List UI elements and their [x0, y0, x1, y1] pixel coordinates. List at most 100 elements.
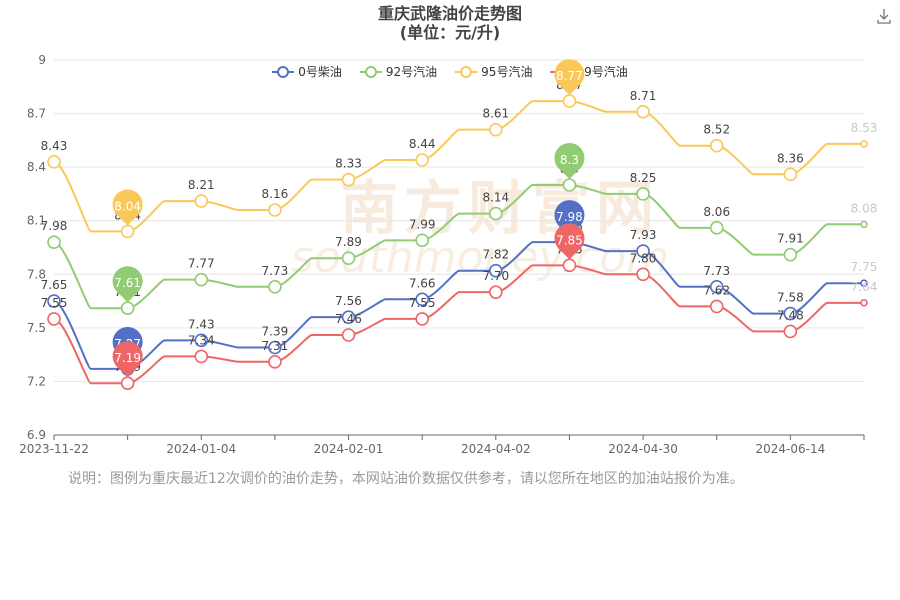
data-point — [194, 333, 209, 348]
data-point — [415, 292, 429, 307]
data-point — [783, 324, 798, 339]
y-tick-label: 8.7 — [27, 107, 46, 121]
data-label: 7.73 — [262, 264, 289, 278]
data-label: 7.89 — [335, 235, 362, 249]
data-point — [860, 279, 868, 288]
data-label: 8.36 — [777, 151, 804, 165]
data-label: 7.62 — [703, 283, 730, 297]
data-point — [120, 376, 135, 391]
y-tick-label: 7.8 — [27, 267, 46, 281]
data-label: 8.21 — [188, 178, 215, 192]
data-point — [860, 220, 868, 229]
data-point — [709, 138, 724, 153]
legend-label: 95号汽油 — [481, 65, 533, 79]
data-point — [268, 354, 282, 369]
data-label: 7.91 — [777, 232, 804, 246]
series-line — [53, 264, 864, 385]
data-label: 7.66 — [409, 276, 436, 290]
pin-label: 8.04 — [114, 199, 141, 213]
data-label: 7.82 — [482, 248, 509, 262]
x-tick-label: 2024-06-14 — [755, 442, 825, 456]
data-point — [47, 154, 61, 169]
data-label: 8.44 — [409, 137, 436, 151]
data-label: 8.06 — [703, 205, 730, 219]
x-tick-label: 2023-11-22 — [19, 442, 89, 456]
legend-swatch-icon — [272, 65, 295, 78]
y-tick-label: 7.2 — [27, 374, 46, 388]
data-label: 7.31 — [262, 339, 289, 353]
data-label: 7.39 — [262, 325, 289, 339]
data-label: 7.65 — [41, 278, 68, 292]
data-point — [709, 279, 724, 294]
data-point — [341, 328, 356, 342]
y-tick-label: 8.4 — [27, 160, 46, 174]
data-label: 7.55 — [41, 296, 68, 310]
data-point — [562, 94, 577, 108]
data-label: 8.52 — [703, 123, 730, 137]
data-label: 7.93 — [630, 228, 657, 242]
data-label: 7.48 — [777, 308, 804, 322]
y-tick-label: 8.1 — [27, 214, 46, 228]
chart-note: 说明：图例为重庆最近12次调价的油价走势，本网站油价数据仅供参考，请以您所在地区… — [68, 471, 744, 487]
data-point — [636, 267, 650, 282]
x-tick-label: 2024-04-30 — [608, 442, 678, 456]
data-label: 7.43 — [188, 317, 215, 331]
y-tick-label: 9 — [38, 53, 46, 67]
pin-marker — [112, 266, 143, 303]
download-icon[interactable] — [876, 8, 892, 24]
data-label: 8.33 — [335, 157, 362, 171]
pin-marker — [112, 189, 143, 226]
data-point — [636, 187, 650, 201]
data-point — [194, 194, 209, 208]
data-label: 7.56 — [335, 294, 362, 308]
legend-item[interactable]: 0号柴油 — [272, 63, 342, 80]
data-point — [860, 299, 868, 307]
data-label: 8.53 — [851, 121, 878, 135]
chart-subtitle-text: (单位：元/升) — [399, 23, 501, 42]
data-label: 8.14 — [482, 191, 509, 205]
legend-label: 89号汽油 — [576, 65, 628, 79]
y-tick-label: 7.5 — [27, 321, 46, 335]
data-point — [268, 279, 282, 294]
data-point — [489, 122, 503, 137]
data-label: 8.25 — [630, 171, 657, 185]
legend-item[interactable]: 92号汽油 — [359, 63, 438, 80]
data-label: 7.58 — [777, 291, 804, 305]
pin-marker — [554, 142, 585, 179]
data-point — [47, 294, 61, 308]
line-chart: 南方财富网southmoney.com98.78.48.17.87.57.26.… — [19, 53, 878, 456]
data-point — [341, 251, 356, 266]
data-point — [489, 263, 503, 278]
data-label: 7.80 — [630, 251, 657, 265]
data-point — [489, 206, 503, 221]
legend-item[interactable]: 95号汽油 — [455, 63, 532, 80]
legend-label: 92号汽油 — [385, 65, 438, 79]
legend-swatch-icon — [455, 65, 478, 78]
pin-marker — [554, 59, 585, 96]
data-point — [636, 104, 650, 119]
data-label: 7.46 — [335, 312, 362, 326]
pin-label: 8.77 — [556, 69, 583, 83]
data-label: 8.08 — [851, 201, 878, 215]
data-label: 7.34 — [188, 333, 215, 347]
data-label: 7.70 — [482, 269, 509, 283]
data-point — [636, 244, 650, 258]
data-point — [415, 312, 429, 326]
data-point — [341, 172, 356, 187]
data-label: 8.61 — [482, 107, 509, 121]
data-point — [120, 224, 135, 239]
chart-title-text: 重庆武隆油价走势图 — [377, 4, 522, 23]
data-point — [268, 340, 282, 355]
legend-swatch-icon — [359, 65, 382, 78]
data-label: 7.55 — [409, 296, 436, 310]
pin-label: 8.3 — [560, 153, 579, 167]
data-point — [47, 235, 61, 249]
pin-label: 7.61 — [114, 276, 141, 290]
data-point — [709, 221, 724, 235]
data-label: 7.64 — [851, 280, 878, 294]
pin-label: 7.19 — [114, 351, 141, 365]
pin-marker — [112, 341, 143, 378]
x-tick-label: 2024-02-01 — [314, 442, 384, 456]
data-label: 7.99 — [409, 217, 436, 231]
data-label: 7.73 — [703, 264, 730, 278]
